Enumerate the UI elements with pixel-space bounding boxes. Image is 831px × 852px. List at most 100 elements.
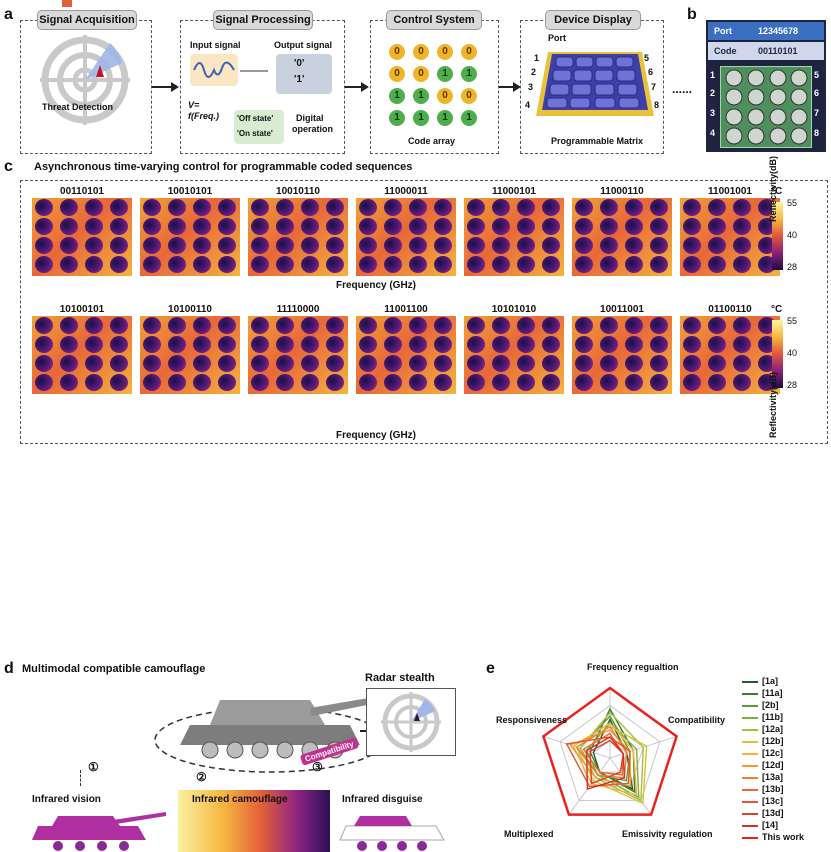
thermal-cell <box>434 374 452 391</box>
v-formula-line1: V= <box>188 100 200 110</box>
radar-stealth-label: Radar stealth <box>365 672 435 684</box>
thermal-cell <box>251 336 269 353</box>
device-photo: Port 12345678 Code 00110101 1 2 3 4 5 6 … <box>706 20 826 152</box>
mode-1-number: ① <box>88 760 99 774</box>
thermal-cell <box>35 355 53 372</box>
thermal-cell <box>301 199 319 216</box>
radar-legend-label: [12c] <box>762 748 784 758</box>
off-state-label: 'Off state' <box>237 114 274 123</box>
radar-legend-swatch <box>742 681 758 683</box>
thermal-cell <box>301 256 319 273</box>
radar-legend: [1a] [11a] [2b] [11b] [12a] [12b] [12c] [12d] [1… <box>742 676 828 846</box>
spacer <box>20 0 21 1</box>
thermal-cell <box>517 317 535 334</box>
thermal-cell <box>467 218 485 235</box>
thermal-cell <box>193 237 211 254</box>
thermal-cell <box>85 336 103 353</box>
port-8: 8 <box>654 100 660 110</box>
v-formula-line2: f(Freq.) <box>188 111 219 121</box>
thermal-cell <box>467 256 485 273</box>
colorbar-tick-40: 40 <box>787 348 798 358</box>
thermal-cell <box>110 237 128 254</box>
thermal-cell <box>359 256 377 273</box>
thermal-cell <box>600 336 618 353</box>
thermal-cell <box>542 355 560 372</box>
thermal-cell <box>359 199 377 216</box>
thermal-cell <box>650 256 668 273</box>
thermal-cell <box>542 218 560 235</box>
stage-title-control-system: Control System <box>386 10 482 30</box>
thermal-cell <box>492 374 510 391</box>
thermal-cell <box>384 374 402 391</box>
thermal-image <box>140 316 240 394</box>
thermal-cell <box>168 256 186 273</box>
thermal-image <box>464 198 564 276</box>
code-cell: 0 <box>413 44 429 60</box>
thermal-cell <box>326 218 344 235</box>
stage-title-device-display: Device Display <box>545 10 641 30</box>
thermal-cell <box>434 256 452 273</box>
thermal-cell <box>650 355 668 372</box>
thermal-cell <box>409 336 427 353</box>
thermal-cell <box>251 237 269 254</box>
thermal-cell <box>517 256 535 273</box>
thermal-cell <box>517 218 535 235</box>
x-axis-label-row1: Frequency (GHz) <box>336 280 417 291</box>
thermal-cell <box>143 355 161 372</box>
thermal-cell <box>85 374 103 391</box>
thermal-cell <box>218 218 236 235</box>
thermal-cell <box>733 355 751 372</box>
thermal-cell <box>60 355 78 372</box>
thermal-cell <box>193 256 211 273</box>
thermal-cell <box>218 317 236 334</box>
thermal-cell <box>708 336 726 353</box>
thermal-image <box>572 316 672 394</box>
mode-1-label: Infrared vision <box>32 794 101 805</box>
code-sequence-label: 11000011 <box>384 186 428 197</box>
x-axis-label-row2: Frequency (GHz) <box>336 430 417 441</box>
thermal-cell <box>758 218 776 235</box>
colorbar-unit-row1: °C <box>771 186 783 197</box>
port-5: 5 <box>644 53 650 63</box>
code-cell: 1 <box>437 110 453 126</box>
photo-port-1: 1 <box>710 70 716 80</box>
thermal-cell <box>384 256 402 273</box>
thermal-image <box>32 198 132 276</box>
thermal-cell <box>625 199 643 216</box>
thermal-cell <box>467 237 485 254</box>
code-cell: 1 <box>413 88 429 104</box>
thermal-cell <box>600 256 618 273</box>
code-array-label: Code array <box>408 136 456 146</box>
radar-legend-label: [12d] <box>762 760 784 770</box>
thermal-cell <box>326 317 344 334</box>
photo-port-5: 5 <box>814 70 820 80</box>
thermal-cell <box>542 317 560 334</box>
thermal-cell <box>467 317 485 334</box>
output-signal-label: Output signal <box>274 40 332 50</box>
code-cell: 0 <box>389 44 405 60</box>
radar-legend-label: [2b] <box>762 700 779 710</box>
thermal-cell <box>683 237 701 254</box>
thermal-cell <box>193 374 211 391</box>
flow-arrow-head <box>171 82 179 92</box>
thermal-cell <box>708 256 726 273</box>
sine-wave-icon <box>193 61 235 78</box>
photo-port-7: 7 <box>814 108 820 118</box>
code-sequence-label: 01100110 <box>708 304 752 315</box>
thermal-cell <box>600 317 618 334</box>
thermal-cell <box>600 199 618 216</box>
thermal-cell <box>359 218 377 235</box>
thermal-cell <box>758 374 776 391</box>
panel-b-letter: b <box>687 6 697 23</box>
thermal-image <box>680 316 780 394</box>
colorbar-tick-40: 40 <box>787 230 798 240</box>
radar-axis-responsiveness: Responsiveness <box>496 715 568 725</box>
thermal-cell <box>276 355 294 372</box>
colorbar-row1 <box>772 202 783 270</box>
thermal-cell <box>758 237 776 254</box>
thermal-cell <box>542 199 560 216</box>
photo-port-6: 6 <box>814 88 820 98</box>
thermal-cell <box>467 374 485 391</box>
reflectivity-label-row2: Reflectivity(dB) <box>768 371 778 438</box>
thermal-cell <box>276 374 294 391</box>
